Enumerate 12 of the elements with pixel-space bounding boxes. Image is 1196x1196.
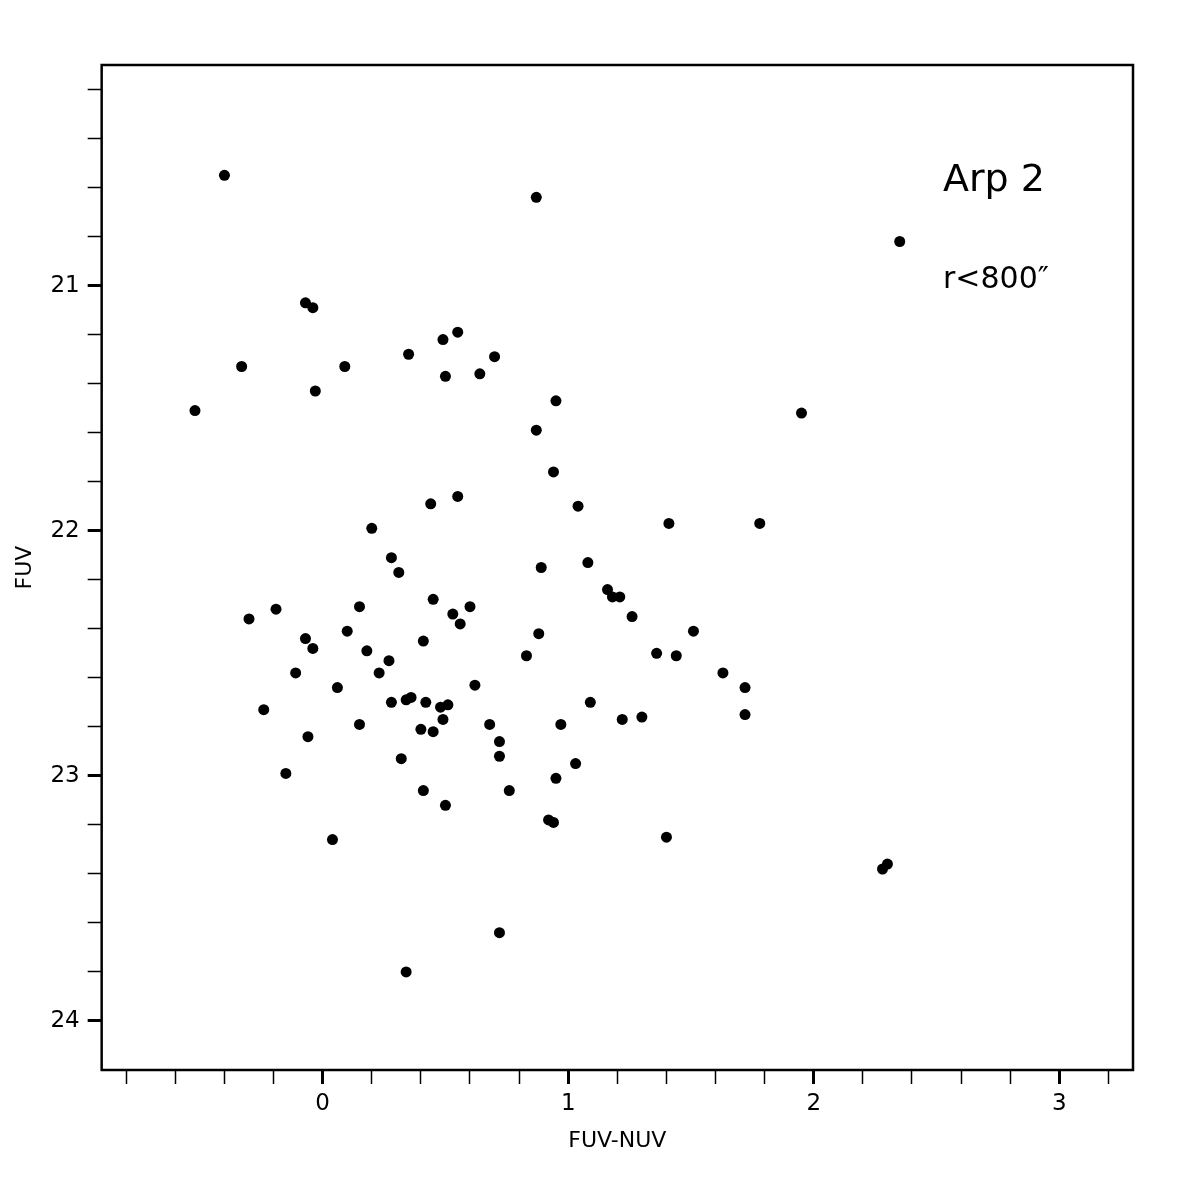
y-tick-label: 21 xyxy=(50,270,80,297)
annotation: r<800″ xyxy=(943,260,1049,295)
x-tick-label: 0 xyxy=(315,1088,330,1115)
x-axis-title: FUV-NUV xyxy=(568,1126,667,1152)
y-tick-label: 24 xyxy=(50,1005,80,1032)
y-tick-label: 23 xyxy=(50,760,80,787)
x-tick-label: 2 xyxy=(806,1088,822,1115)
y-tick-label: 22 xyxy=(50,515,80,542)
y-axis-title: FUV xyxy=(10,545,36,590)
x-tick-label: 3 xyxy=(1052,1088,1067,1115)
x-tick-label: 1 xyxy=(560,1088,576,1115)
annotation: Arp 2 xyxy=(943,156,1045,200)
